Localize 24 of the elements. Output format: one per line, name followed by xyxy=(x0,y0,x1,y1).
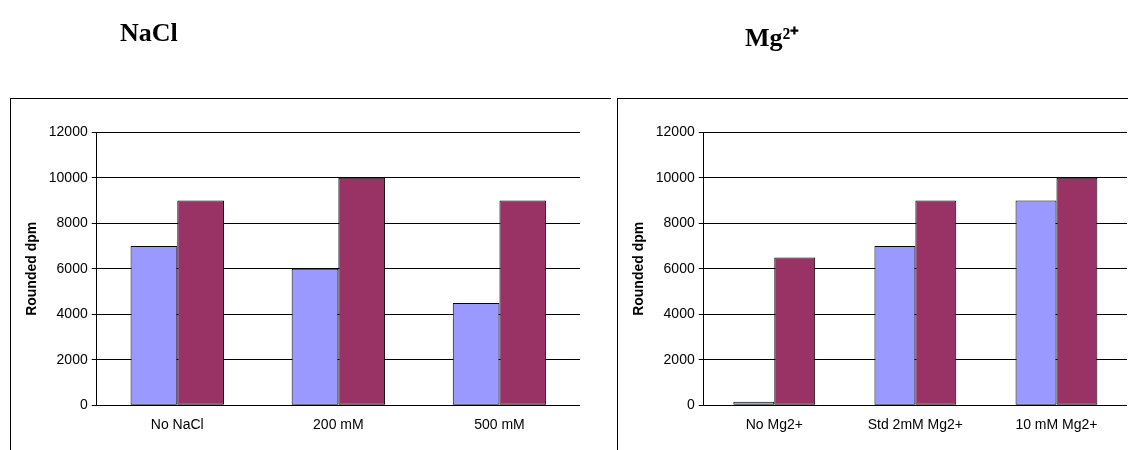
y-tick-label: 12000 xyxy=(48,123,88,140)
y-tick-label: 6000 xyxy=(663,259,695,276)
y-tick-label: 8000 xyxy=(56,214,88,231)
y-tick-label: 2000 xyxy=(663,350,695,367)
y-tick-label: 12000 xyxy=(655,123,695,140)
chart-title: Mg²⁺ xyxy=(745,22,800,54)
x-tick-label: No Mg2+ xyxy=(745,416,803,433)
y-tick-label: 4000 xyxy=(56,305,88,322)
x-tick-label: 200 mM xyxy=(313,416,364,433)
y-tick-label: 10000 xyxy=(48,168,88,185)
y-tick-label: 10000 xyxy=(655,168,695,185)
x-tick-label: No NaCl xyxy=(150,416,204,433)
x-tick-label: 10 mM Mg2+ xyxy=(1015,416,1098,433)
chart-title: NaCl xyxy=(120,18,178,48)
y-tick-label: 6000 xyxy=(56,259,88,276)
x-tick-label: 500 mM xyxy=(474,416,525,433)
y-tick-label: 0 xyxy=(79,396,88,413)
y-tick-label: 8000 xyxy=(663,214,695,231)
y-tick-label: 0 xyxy=(686,396,695,413)
y-axis-title: Rounded dpm xyxy=(23,221,40,316)
y-tick-label: 4000 xyxy=(663,305,695,322)
y-axis-title: Rounded dpm xyxy=(630,221,647,316)
y-tick-label: 2000 xyxy=(56,350,88,367)
x-tick-label: Std 2mM Mg2+ xyxy=(867,416,964,433)
